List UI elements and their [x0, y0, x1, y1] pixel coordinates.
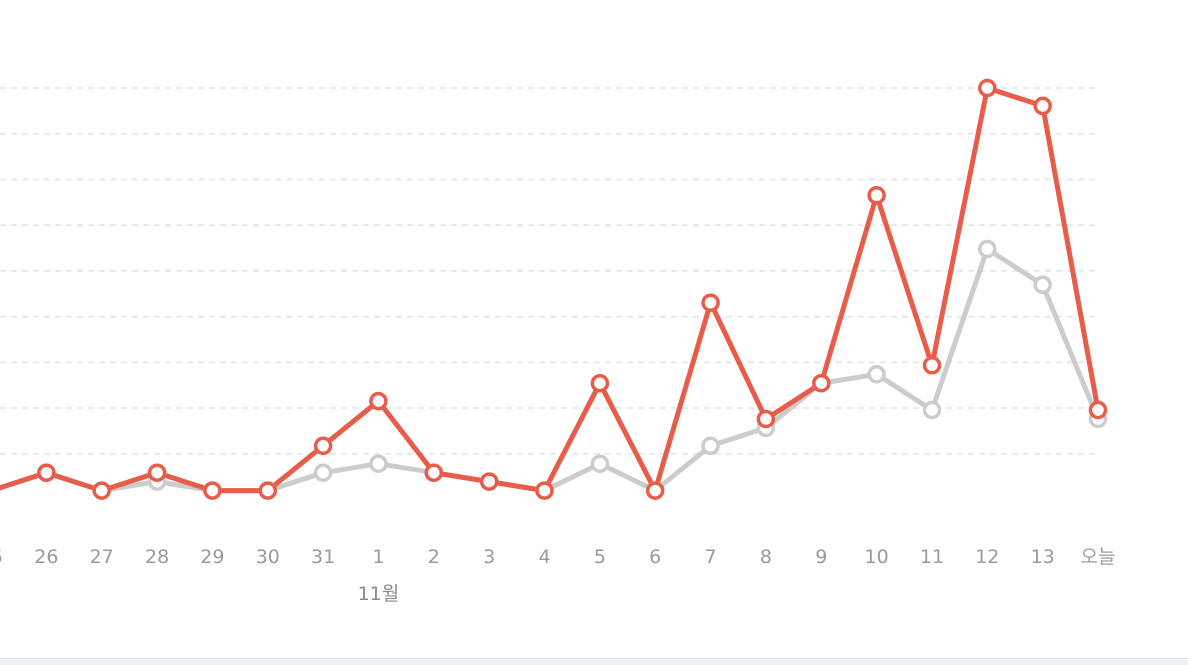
x-tick-label: 12	[975, 546, 999, 568]
data-point[interactable]	[978, 78, 997, 98]
data-point[interactable]	[535, 481, 554, 500]
x-tick-label: 26	[34, 546, 58, 568]
data-point[interactable]	[313, 436, 333, 456]
data-point[interactable]	[147, 463, 167, 482]
x-axis: 2526272829303112345678910111213오늘11월	[0, 546, 1115, 605]
x-tick-label: 2	[428, 546, 440, 568]
x-tick-label: 오늘	[1081, 546, 1116, 568]
data-point[interactable]	[978, 239, 997, 259]
data-point[interactable]	[756, 409, 776, 429]
data-point[interactable]	[1033, 96, 1052, 116]
x-tick-label: 3	[483, 546, 495, 568]
data-point[interactable]	[203, 481, 222, 500]
data-point[interactable]	[1033, 275, 1052, 295]
data-point[interactable]	[812, 373, 831, 393]
data-point[interactable]	[922, 356, 942, 375]
data-point[interactable]	[424, 463, 444, 482]
x-tick-label: 13	[1031, 546, 1055, 568]
data-point[interactable]	[867, 365, 886, 384]
x-tick-label: 6	[649, 546, 661, 568]
x-tick-label: 11	[920, 546, 944, 568]
bottom-panel-edge	[0, 658, 1188, 665]
data-point[interactable]	[922, 400, 942, 420]
data-point[interactable]	[258, 481, 278, 500]
data-point[interactable]	[701, 293, 720, 312]
data-point[interactable]	[92, 481, 111, 500]
data-point[interactable]	[590, 373, 610, 393]
x-tick-label: 7	[705, 546, 717, 568]
x-tick-label: 1	[372, 546, 384, 568]
series-points	[0, 78, 1108, 500]
x-tick-label: 28	[145, 546, 169, 568]
x-tick-label: 29	[200, 546, 224, 568]
x-tick-label: 4	[538, 546, 550, 568]
x-tick-label: 25	[0, 546, 3, 568]
data-point[interactable]	[37, 463, 56, 482]
x-tick-label: 5	[594, 546, 606, 568]
x-tick-label: 10	[865, 546, 889, 568]
data-point[interactable]	[590, 454, 610, 473]
data-point[interactable]	[369, 391, 388, 411]
data-point[interactable]	[313, 463, 333, 482]
series-line-0	[0, 85, 1101, 494]
x-tick-label: 8	[760, 546, 772, 568]
gridlines	[0, 87, 1097, 455]
data-point[interactable]	[479, 472, 499, 491]
x-tick-label: 30	[256, 546, 280, 568]
data-point[interactable]	[701, 436, 720, 456]
x-tick-label: 27	[90, 546, 114, 568]
data-point[interactable]	[645, 481, 665, 500]
series-lines	[0, 85, 1101, 494]
data-point[interactable]	[867, 186, 886, 205]
x-tick-label: 9	[815, 546, 827, 568]
data-point[interactable]	[1088, 400, 1108, 420]
data-point[interactable]	[369, 454, 388, 473]
x-tick-label: 31	[311, 546, 335, 568]
month-label: 11월	[358, 583, 400, 605]
